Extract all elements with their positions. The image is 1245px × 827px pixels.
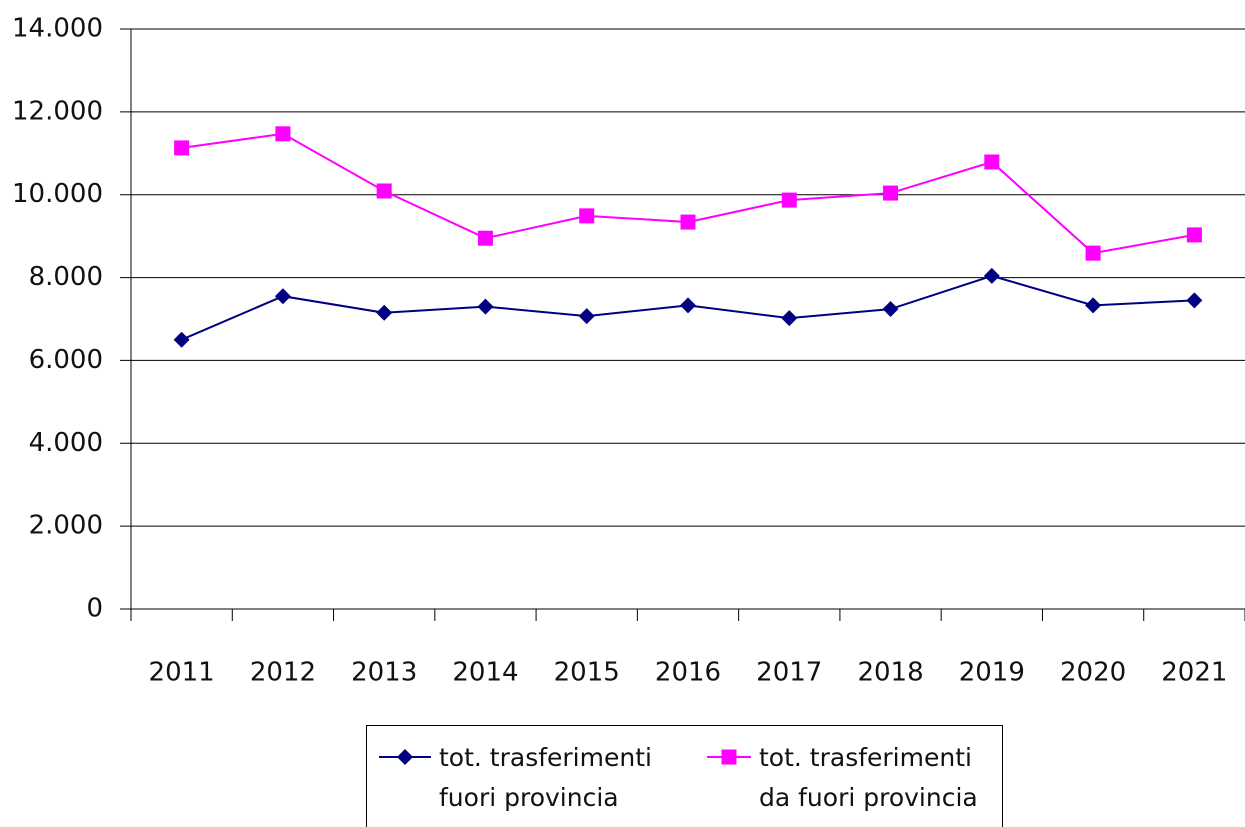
x-tick-label: 2014 bbox=[452, 658, 518, 688]
marker bbox=[578, 308, 595, 325]
marker bbox=[397, 749, 413, 765]
marker bbox=[781, 192, 797, 208]
x-tick-label: 2011 bbox=[149, 658, 215, 688]
y-tick-label: 12.000 bbox=[12, 96, 103, 126]
marker bbox=[680, 214, 696, 230]
marker bbox=[274, 288, 291, 305]
y-tick-label: 10.000 bbox=[12, 179, 103, 209]
marker bbox=[1186, 227, 1202, 243]
marker bbox=[275, 126, 291, 142]
y-tick-label: 0 bbox=[86, 594, 103, 624]
legend: tot. trasferimenti fuori provincia tot. t… bbox=[366, 725, 1003, 827]
y-tick-label: 6.000 bbox=[29, 345, 103, 375]
x-tick-label: 2019 bbox=[959, 658, 1025, 688]
x-tick-label: 2015 bbox=[554, 658, 620, 688]
y-tick-label: 4.000 bbox=[29, 428, 103, 458]
marker bbox=[477, 298, 494, 315]
series-line bbox=[181, 132, 1195, 255]
marker bbox=[1085, 245, 1101, 261]
legend-item: tot. trasferimenti da fuori provincia bbox=[705, 738, 991, 827]
marker bbox=[1186, 292, 1203, 309]
marker bbox=[477, 230, 493, 246]
marker bbox=[579, 208, 595, 224]
y-tick-label: 14.000 bbox=[12, 14, 103, 44]
marker bbox=[173, 331, 190, 348]
marker bbox=[376, 304, 393, 321]
legend-label: tot. trasferimenti fuori provincia bbox=[439, 743, 652, 812]
legend-label: tot. trasferimenti da fuori provincia bbox=[759, 743, 978, 812]
x-tick-label: 2016 bbox=[655, 658, 721, 688]
legend-swatch bbox=[707, 749, 751, 765]
x-tick-label: 2013 bbox=[351, 658, 417, 688]
x-tick-label: 2017 bbox=[756, 658, 822, 688]
x-tick-label: 2020 bbox=[1060, 658, 1126, 688]
marker bbox=[680, 297, 696, 314]
marker bbox=[721, 749, 737, 765]
legend-item: tot. trasferimenti fuori provincia bbox=[377, 738, 671, 827]
x-tick-label: 2018 bbox=[857, 658, 923, 688]
marker bbox=[376, 183, 392, 199]
x-tick-label: 2012 bbox=[250, 658, 316, 688]
marker bbox=[984, 154, 1000, 170]
legend-swatch bbox=[379, 749, 431, 765]
y-tick-label: 2.000 bbox=[29, 511, 103, 541]
marker bbox=[781, 310, 798, 327]
marker bbox=[882, 301, 899, 318]
marker bbox=[883, 185, 899, 201]
marker bbox=[983, 267, 1000, 284]
y-tick-label: 8.000 bbox=[29, 262, 103, 292]
marker bbox=[174, 140, 190, 156]
marker bbox=[1085, 297, 1102, 314]
x-tick-label: 2021 bbox=[1161, 658, 1227, 688]
